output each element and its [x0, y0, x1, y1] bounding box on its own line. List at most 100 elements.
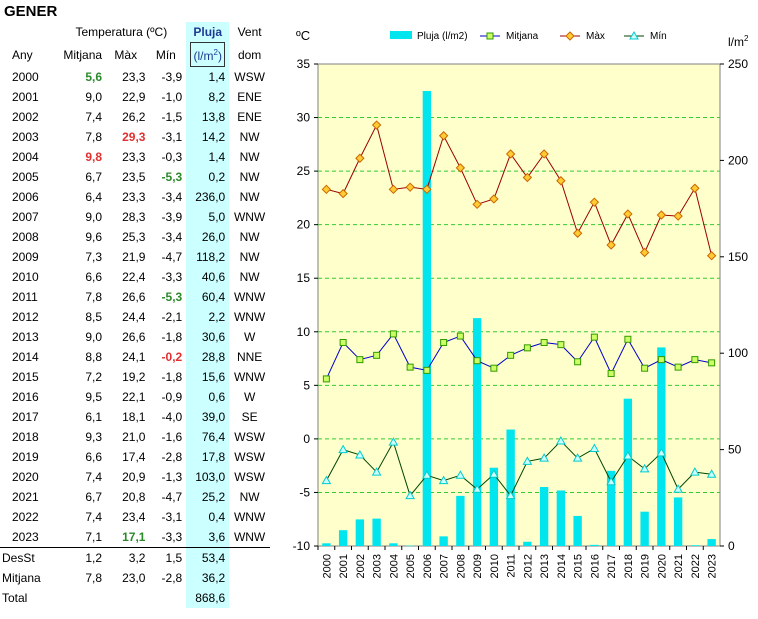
mean-cell: 8,8	[85, 350, 103, 364]
max-cell: 22,9	[122, 90, 146, 104]
rain-cell: 118,2	[186, 247, 230, 267]
legend-series-label: Mitjana	[506, 31, 539, 42]
table-row: 2022 7,4 23,4 -3,1 0,4 WNW	[0, 507, 270, 527]
series-line-max	[326, 123, 713, 256]
table-row: 2010 6,6 22,4 -3,3 40,6 NW	[0, 267, 270, 287]
min-cell: -3,1	[161, 130, 183, 144]
max-cell: 25,3	[122, 230, 146, 244]
rain-bar	[456, 495, 465, 546]
series-point-min	[639, 463, 650, 473]
legend-series-label: Màx	[586, 31, 605, 42]
series-point-max	[505, 149, 516, 159]
rain-bar	[405, 545, 415, 547]
mean-cell: 7,8	[85, 290, 103, 304]
year-header: Any	[12, 47, 33, 62]
year-cell: 2014	[12, 350, 39, 364]
x-axis-tick-label: 2023	[707, 554, 719, 578]
mean-cell: 6,6	[85, 270, 103, 284]
mean-cell: 7,8	[85, 130, 103, 144]
rain-cell: 103,0	[186, 467, 230, 487]
series-point-max	[656, 210, 667, 220]
series-point-mean	[389, 330, 397, 338]
rain-bar	[338, 530, 348, 546]
x-axis-tick-label: 2004	[388, 554, 400, 578]
max-cell: 21,9	[122, 250, 146, 264]
year-cell: 2023	[0, 527, 57, 548]
series-point-mean	[641, 364, 649, 372]
stat-mean	[56, 588, 106, 608]
series-point-max	[639, 247, 650, 258]
table-row: 2009 7,3 21,9 -4,7 118,2 NW	[0, 247, 270, 267]
wind-cell: W	[243, 390, 256, 404]
wind-cell: W	[243, 330, 256, 344]
wind-header-line1: Vent	[237, 25, 262, 39]
series-point-mean	[490, 364, 498, 372]
table-row: 2019 6,6 17,4 -2,8 17,8 WSW	[0, 447, 270, 467]
year-cell: 2007	[12, 210, 39, 224]
rain-cell: 0,4	[186, 507, 230, 527]
rain-cell: 236,0	[186, 187, 230, 207]
mean-cell: 6,4	[85, 190, 103, 204]
series-point-mean	[356, 356, 364, 364]
mean-cell: 9,0	[85, 90, 103, 104]
table-row: 2005 6,7 23,5 -5,3 0,2 NW	[0, 167, 270, 187]
stat-label: DesSt	[2, 551, 35, 565]
min-cell: -1,6	[161, 430, 183, 444]
max-cell: 24,1	[122, 350, 146, 364]
x-axis-tick-label: 2014	[556, 554, 568, 578]
mean-cell: 7,4	[85, 510, 103, 524]
left-axis-tick-label: 35	[297, 57, 311, 71]
series-point-max	[438, 131, 449, 141]
x-axis-tick-label: 2015	[573, 554, 585, 578]
x-axis-tick-label: 2006	[422, 554, 434, 578]
max-cell: 19,2	[122, 370, 146, 384]
x-axis-tick-label: 2009	[472, 554, 484, 578]
min-cell: -4,7	[161, 490, 183, 504]
max-header: Màx	[114, 47, 138, 62]
x-axis-tick-label: 2010	[489, 554, 501, 578]
rain-cell: 13,8	[186, 107, 230, 127]
mean-cell: 6,6	[85, 450, 103, 464]
min-cell: -4,0	[161, 410, 183, 424]
left-axis-tick-label: 0	[303, 432, 310, 446]
table-row: 2015 7,2 19,2 -1,8 15,6 WNW	[0, 367, 270, 387]
stat-max: 23,0	[122, 571, 146, 585]
wind-cell: NW	[239, 490, 260, 504]
stats-row: DesSt 1,2 3,2 1,5 53,4	[0, 547, 270, 568]
mean-cell: 9,6	[85, 230, 103, 244]
wind-cell: NW	[239, 150, 260, 164]
series-point-min	[706, 469, 717, 478]
mean-cell: 6,7	[85, 490, 103, 504]
max-cell: 26,6	[122, 330, 146, 344]
wind-cell: WNW	[233, 310, 266, 324]
min-cell: -3,9	[161, 70, 183, 84]
stat-empty	[229, 568, 270, 588]
table-row: 2004 9,8 23,3 -0,3 1,4 NW	[0, 147, 270, 167]
rain-bar	[489, 467, 499, 546]
series-point-max	[405, 182, 415, 192]
table-row: 2011 7,8 26,6 -5,3 60,4 WNW	[0, 287, 270, 307]
max-cell: 24,4	[122, 310, 146, 324]
year-cell: 2010	[12, 270, 39, 284]
stat-max	[106, 588, 149, 608]
year-cell: 2001	[12, 90, 39, 104]
wind-cell: WSW	[234, 470, 265, 484]
series-point-min	[606, 476, 616, 486]
rain-bar	[539, 487, 549, 546]
min-cell: -3,4	[161, 230, 183, 244]
min-cell: -3,9	[161, 210, 183, 224]
min-cell: -1,5	[161, 110, 183, 124]
max-cell: 17,4	[122, 450, 146, 464]
x-axis-tick-label: 2022	[690, 554, 702, 578]
rain-cell: 2,2	[186, 307, 230, 327]
year-cell: 2020	[12, 470, 39, 484]
stat-min: 1,5	[165, 551, 183, 565]
table-row: 2006 6,4 23,3 -3,4 236,0 NW	[0, 187, 270, 207]
left-axis-tick-label: 15	[297, 271, 311, 285]
left-axis-tick-label: 5	[303, 378, 310, 392]
x-axis-tick-label: 2000	[321, 554, 333, 578]
series-point-max	[606, 240, 616, 250]
x-axis-tick-label: 2017	[606, 554, 618, 578]
min-cell: -5,3	[161, 290, 183, 304]
rain-bar	[623, 398, 633, 546]
